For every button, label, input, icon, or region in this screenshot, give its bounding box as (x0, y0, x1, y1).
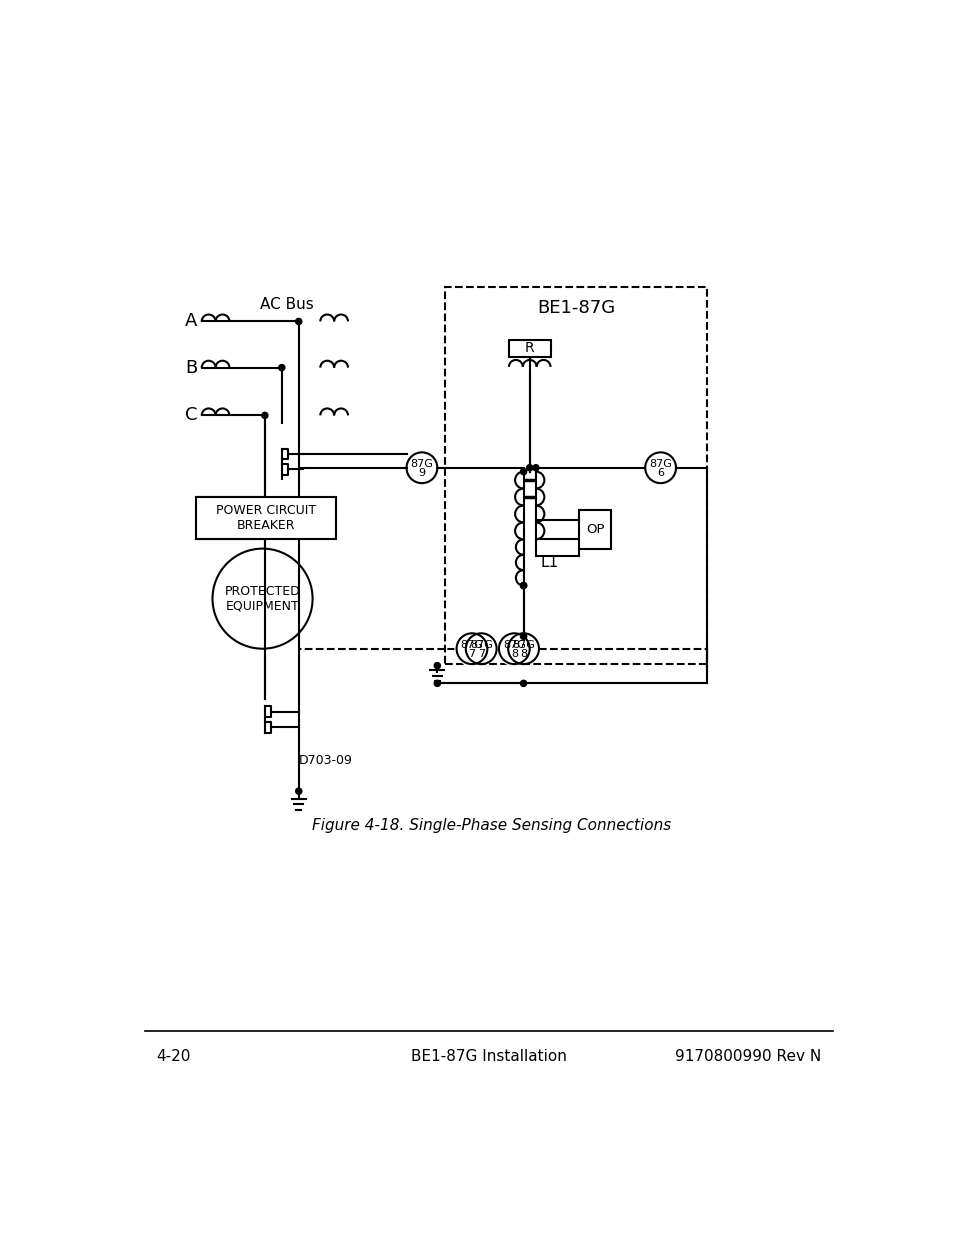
Text: 87G: 87G (649, 459, 671, 469)
Text: A: A (185, 312, 197, 331)
Text: 4-20: 4-20 (156, 1050, 191, 1065)
Text: R: R (524, 341, 534, 356)
Circle shape (533, 464, 538, 471)
Text: 6: 6 (657, 468, 663, 478)
Text: 87G: 87G (460, 640, 483, 650)
Circle shape (526, 464, 533, 471)
Text: D703-09: D703-09 (298, 753, 353, 767)
Bar (578, 510, 611, 548)
Text: 7: 7 (468, 650, 475, 659)
Text: OP: OP (585, 522, 604, 536)
Text: POWER CIRCUIT
BREAKER: POWER CIRCUIT BREAKER (216, 504, 316, 532)
Text: L1: L1 (540, 555, 558, 571)
Circle shape (295, 788, 301, 794)
Circle shape (520, 680, 526, 687)
Text: 87G: 87G (502, 640, 525, 650)
Text: BE1-87G Installation: BE1-87G Installation (411, 1050, 566, 1065)
Text: 9: 9 (418, 468, 425, 478)
Text: 9170800990 Rev N: 9170800990 Rev N (675, 1050, 821, 1065)
Circle shape (520, 634, 526, 640)
Circle shape (434, 662, 440, 668)
Circle shape (520, 583, 526, 589)
Circle shape (455, 632, 488, 666)
Text: Figure 4-18. Single-Phase Sensing Connections: Figure 4-18. Single-Phase Sensing Connec… (312, 819, 670, 834)
Circle shape (434, 680, 440, 687)
Text: C: C (185, 406, 197, 425)
Circle shape (520, 583, 526, 589)
Text: 7: 7 (477, 650, 484, 659)
Text: 87G: 87G (512, 640, 535, 650)
Text: B: B (185, 358, 197, 377)
Bar (196, 496, 336, 538)
Circle shape (261, 412, 268, 419)
Circle shape (497, 632, 531, 666)
Text: 87G: 87G (469, 640, 492, 650)
Text: AC Bus: AC Bus (260, 296, 314, 312)
Circle shape (520, 468, 526, 474)
Text: 8: 8 (519, 650, 527, 659)
Text: PROTECTED
EQUIPMENT: PROTECTED EQUIPMENT (225, 584, 300, 613)
Text: 8: 8 (510, 650, 517, 659)
Text: BE1-87G: BE1-87G (537, 299, 615, 317)
Text: 87G: 87G (410, 459, 433, 469)
Circle shape (295, 319, 301, 325)
Circle shape (278, 364, 285, 370)
Bar (508, 340, 550, 357)
